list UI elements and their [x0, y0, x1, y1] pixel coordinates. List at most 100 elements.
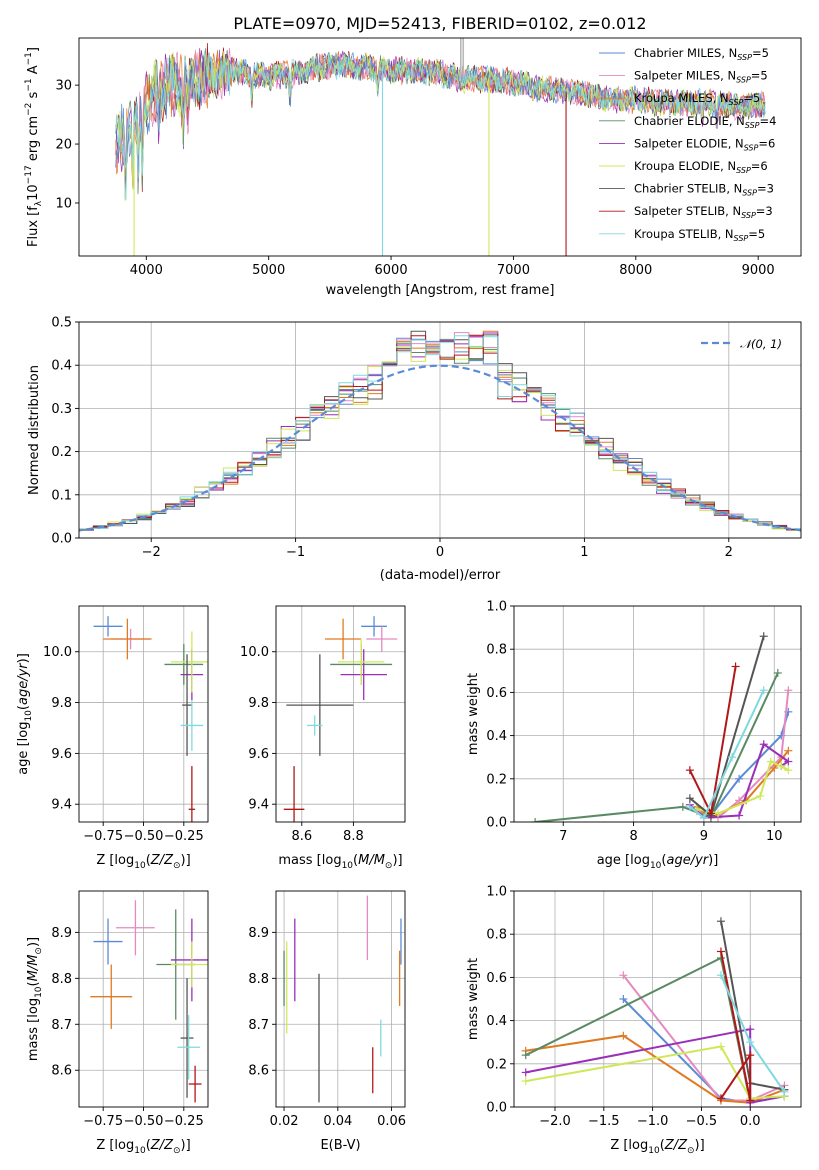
weight_vs_Z-ylabel: mass weight: [466, 958, 481, 1040]
weight_vs_Z-plot-area: [521, 917, 789, 1107]
weight_vs_Z-xtick-label: −1.0: [637, 1114, 669, 1129]
age_vs_Z-xtick-label: −0.75: [83, 829, 123, 844]
weight_vs_Z-ytick-label: 0.8: [486, 928, 507, 943]
residuals-ylabel: Normed distribution: [27, 365, 42, 495]
weight_vs_Z-ytick-label: 0.2: [486, 1057, 507, 1072]
residuals-xtick-label: −2: [142, 545, 161, 560]
weight_vs_age-plot-area: [531, 632, 793, 822]
mass_vs_ebv-ytick-label: 8.7: [248, 1018, 269, 1033]
weight_vs_Z-ytick-label: 0.6: [486, 971, 507, 986]
mass_vs_ebv-xtick-label: 0.06: [377, 1114, 406, 1129]
age_vs_Z-xtick-label: −0.25: [164, 829, 204, 844]
age_vs_Z-ytick-label: 9.8: [51, 696, 72, 711]
spectrum-axes: 4000 5000 6000 7000 8000 9000 10 20 30: [55, 79, 774, 278]
spectrum-line-kroupa-miles: [115, 50, 766, 187]
weight_vs_age-ytick-label: 0.8: [486, 643, 507, 658]
age_vs_mass-frame: [275, 605, 406, 823]
legend-label: Salpeter MILES, NSSP=5: [634, 69, 768, 85]
weight_vs_age-ytick-label: 0.6: [486, 686, 507, 701]
residuals-xtick-label: 0: [436, 545, 444, 560]
weight_vs_Z-xtick-label: −2.0: [539, 1114, 571, 1129]
residuals-ytick-label: 0.3: [51, 402, 72, 417]
age_vs_Z-ylabel: age [log10(age/yr)]: [16, 653, 34, 775]
mass_vs_ebv-plot-area: [283, 895, 402, 1103]
residuals-xlabel: (data-model)/error: [380, 568, 501, 583]
age_vs_Z-frame: [78, 605, 209, 823]
residuals-frame: [78, 321, 802, 539]
spectrum-xtick-label: 8000: [619, 263, 652, 278]
spectrum-ytick-label: 20: [55, 138, 72, 153]
spectrum-ytick-label: 10: [55, 196, 72, 211]
normal-reference-curve: [79, 364, 801, 532]
weight_vs_Z-ytick-label: 1.0: [486, 885, 507, 900]
residuals-plot-area: [79, 330, 801, 533]
weight_vs_Z-ytick-label: 0.4: [486, 1014, 507, 1029]
weight_vs_age-xtick-label: 8: [629, 829, 637, 844]
age_vs_Z-ytick-label: 9.6: [51, 747, 72, 762]
residuals-ytick-label: 0.4: [51, 359, 72, 374]
mass_vs_ebv-ytick-label: 8.6: [248, 1064, 269, 1079]
mass_vs_Z-ytick-label: 8.6: [51, 1064, 72, 1079]
age_vs_mass-ytick-label: 9.8: [248, 696, 269, 711]
legend-label: Kroupa STELIB, NSSP=5: [634, 227, 765, 243]
weight_vs_Z-series-salpeter-miles: [622, 974, 785, 1102]
weight_vs_age-series-kroupa-stelib: [689, 689, 765, 820]
mass_vs_Z-xtick-label: −0.50: [124, 1114, 164, 1129]
mass_vs_Z-ylabel: mass [log10(M/M⊙)]: [26, 937, 44, 1061]
spectrum-xlabel: wavelength [Angstrom, rest frame]: [326, 283, 555, 298]
weight_vs_age-ytick-label: 0.4: [486, 729, 507, 744]
weight_vs_age-xtick-label: 9: [700, 829, 708, 844]
mass_vs_Z-xlabel: Z [log10(Z/Z⊙)]: [96, 1138, 190, 1156]
spectrum-line-chabrier-miles: [115, 51, 766, 186]
residuals-ytick-label: 0.0: [51, 532, 72, 547]
weight_vs_Z-series-salpeter-stelib: [720, 951, 752, 1101]
residuals-ytick-label: 0.5: [51, 316, 72, 331]
age_vs_mass-ytick-label: 10.0: [240, 645, 269, 660]
spectrum-xtick-label: 7000: [497, 263, 530, 278]
spectrum-ylabel: Flux [fλ10−17 erg cm−2 s−1 A−1]: [24, 47, 44, 247]
weight_vs_Z-ytick-label: 0.0: [486, 1101, 507, 1116]
legend-label: 𝒩(0, 1): [740, 337, 782, 351]
age_vs_mass-xlabel: mass [log10(M/M⊙)]: [278, 853, 402, 871]
residuals-ytick-label: 0.2: [51, 445, 72, 460]
mass_vs_Z-frame: [78, 890, 209, 1108]
weight_vs_Z-frame: [513, 890, 802, 1108]
spectrum-xtick-label: 5000: [252, 263, 285, 278]
weight_vs_Z-series-kroupa-elodie: [525, 1045, 785, 1100]
weight_vs_Z-xtick-label: −1.5: [588, 1114, 620, 1129]
spectrum-xtick-label: 9000: [742, 263, 775, 278]
weight_vs_age-xtick-label: 7: [559, 829, 567, 844]
age_vs_mass-ytick-label: 9.4: [248, 798, 269, 813]
mass_vs_Z-ytick-label: 8.8: [51, 972, 72, 987]
weight_vs_Z-axes: −2.0 −1.5 −1.0 −0.5 0.0 0.0 0.2 0.4 0.6 0.8 1.0: [486, 885, 801, 1129]
residuals-xtick-label: −1: [286, 545, 305, 560]
weight_vs_age-frame: [513, 605, 802, 823]
weight_vs_age-ytick-label: 1.0: [486, 600, 507, 615]
mass_vs_ebv-ytick-label: 8.8: [248, 972, 269, 987]
weight_vs_Z-xtick-label: 0.0: [740, 1114, 761, 1129]
mass_vs_Z-ytick-label: 8.9: [51, 926, 72, 941]
age_vs_mass-axes: 8.6 8.8 9.4 9.6 9.8 10.0: [240, 606, 405, 844]
age_vs_Z-axes: −0.75 −0.50 −0.25 9.4 9.6 9.8 10.0: [43, 606, 208, 844]
legend-label: Chabrier ELODIE, NSSP=4: [634, 114, 776, 130]
residuals-xtick-label: 2: [725, 545, 733, 560]
age_vs_Z-ytick-label: 10.0: [43, 645, 72, 660]
legend-label: Kroupa MILES, NSSP=5: [634, 91, 760, 107]
legend-label: Chabrier STELIB, NSSP=3: [634, 182, 774, 198]
age_vs_mass-plot-area: [283, 616, 398, 822]
weight_vs_age-ylabel: mass weight: [466, 673, 481, 755]
weight_vs_age-series-kroupa-elodie: [696, 760, 789, 815]
age_vs_Z-ytick-label: 9.4: [51, 798, 72, 813]
spectrum-frame: [78, 37, 802, 257]
residuals-xtick-label: 1: [580, 545, 588, 560]
age_vs_Z-xtick-label: −0.50: [124, 829, 164, 844]
legend-label: Chabrier MILES, NSSP=5: [634, 46, 769, 62]
age_vs_mass-xtick-label: 8.6: [291, 829, 312, 844]
mass_vs_ebv-xtick-label: 0.02: [270, 1114, 299, 1129]
legend-label: Salpeter ELODIE, NSSP=6: [634, 136, 775, 152]
figure-title: PLATE=0970, MJD=52413, FIBERID=0102, z=0…: [233, 14, 646, 33]
spectrum-legend: Chabrier MILES, NSSP=5 Salpeter MILES, NS…: [599, 46, 776, 243]
mass_vs_Z-axes: −0.75 −0.50 −0.25 8.6 8.7 8.8 8.9: [51, 891, 208, 1129]
mass_vs_ebv-frame: [275, 890, 406, 1108]
